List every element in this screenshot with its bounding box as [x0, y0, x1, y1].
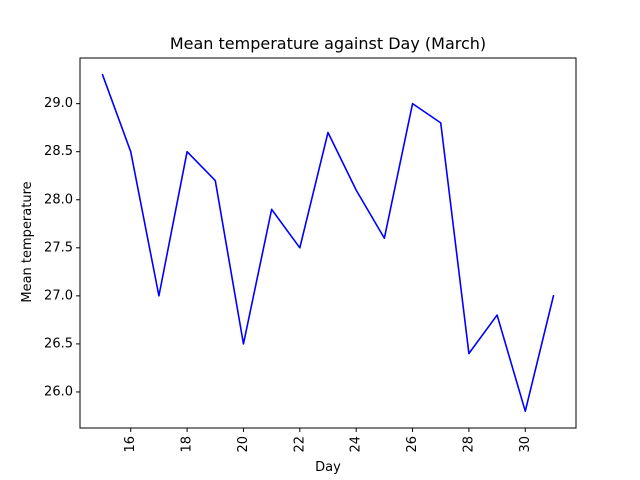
- series-layer: [101, 73, 555, 412]
- plot-frame: [79, 57, 577, 429]
- y-tick-label: 28.5: [44, 144, 73, 159]
- y-tick-label: 29.0: [44, 96, 73, 111]
- x-tick-label: 28: [461, 436, 476, 453]
- y-tick-label: 27.5: [44, 240, 73, 255]
- y-tick-label: 26.5: [44, 336, 73, 351]
- y-tick-label: 28.0: [44, 192, 73, 207]
- x-axis-label: Day: [315, 460, 341, 475]
- y-axis-ticks: 26.0 26.5 27.0 27.5 28.0 28.5 29.0: [44, 96, 80, 399]
- x-tick-label: 16: [123, 436, 138, 453]
- x-tick-label: 20: [236, 436, 251, 453]
- x-axis-ticks: 16 18 20 22 24 26 28 30: [123, 428, 533, 453]
- y-tick-label: 27.0: [44, 288, 73, 303]
- x-tick-label: 24: [349, 436, 364, 453]
- y-tick-label: 26.0: [44, 384, 73, 399]
- y-axis-label: Mean temperature: [20, 181, 35, 302]
- x-tick-label: 26: [405, 436, 420, 453]
- x-tick-label: 18: [180, 436, 195, 453]
- chart-title: Mean temperature against Day (March): [170, 34, 486, 53]
- x-tick-label: 22: [292, 436, 307, 453]
- x-tick-label: 30: [518, 436, 533, 453]
